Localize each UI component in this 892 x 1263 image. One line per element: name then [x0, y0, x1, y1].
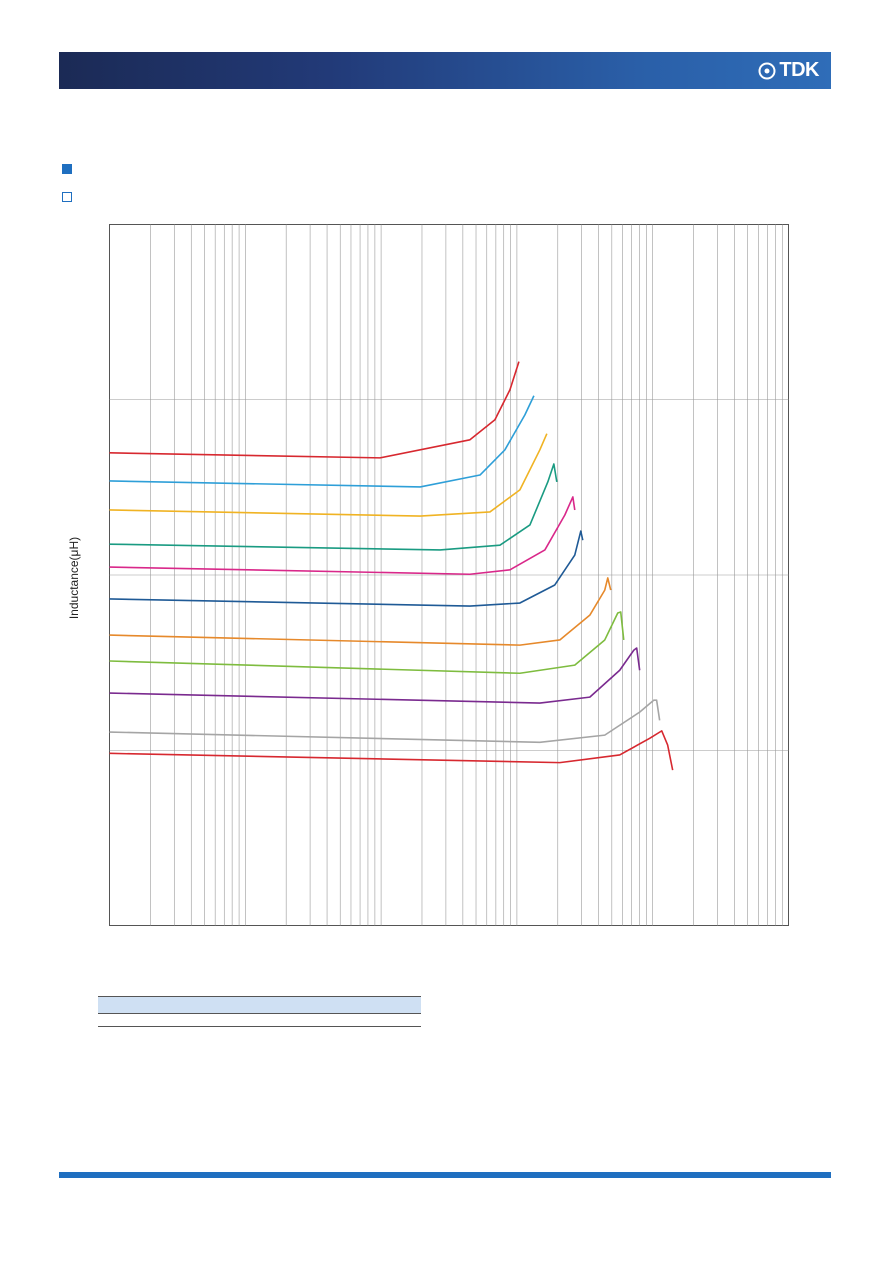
header-bar: TDK [59, 52, 831, 89]
logo-icon [758, 62, 776, 79]
curve [109, 730, 674, 771]
logo: TDK [758, 59, 819, 82]
curves [109, 361, 674, 771]
curve [109, 530, 584, 607]
curve [109, 463, 558, 551]
curve [109, 361, 520, 459]
curve [109, 699, 661, 744]
logo-text: TDK [779, 59, 819, 81]
y-axis-label: Inductance(μH) [67, 537, 81, 619]
curve [109, 647, 641, 704]
table-rule [98, 1026, 421, 1027]
curve [109, 395, 535, 488]
grid [109, 224, 789, 926]
subsection-bullet [62, 192, 72, 202]
curve [109, 433, 548, 517]
chart: Inductance(μH) [67, 224, 789, 926]
footer-bar [59, 1172, 831, 1178]
curve [109, 496, 576, 576]
curve [109, 577, 612, 646]
curve [109, 611, 625, 675]
section-bullet [62, 164, 72, 174]
table-header [98, 996, 421, 1014]
